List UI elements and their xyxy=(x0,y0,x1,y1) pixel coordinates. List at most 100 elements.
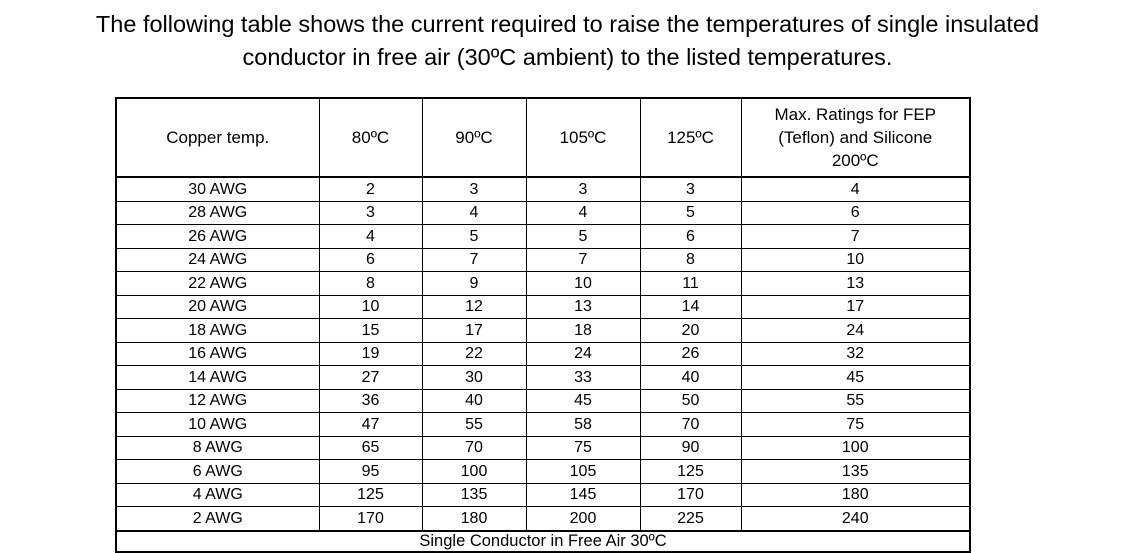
cell-wire-gauge: 18 AWG xyxy=(115,318,320,343)
table-row: 6 AWG 95 100 105 125 135 xyxy=(115,459,971,484)
cell-90c: 30 xyxy=(421,365,527,390)
cell-80c: 95 xyxy=(318,459,423,484)
cell-80c: 47 xyxy=(318,412,423,437)
table-row: 2 AWG 170 180 200 225 240 xyxy=(115,506,971,532)
cell-105c: 24 xyxy=(525,342,641,366)
cell-90c: 9 xyxy=(421,271,527,296)
cell-125c: 70 xyxy=(639,412,742,437)
cell-wire-gauge: 24 AWG xyxy=(115,248,320,272)
cell-125c: 125 xyxy=(639,459,742,484)
cell-90c: 3 xyxy=(421,177,527,202)
cell-200c: 7 xyxy=(740,224,971,249)
intro-line-1: The following table shows the current re… xyxy=(95,11,1040,37)
cell-wire-gauge: 14 AWG xyxy=(115,365,320,390)
cell-wire-gauge: 6 AWG xyxy=(115,459,320,484)
cell-wire-gauge: 22 AWG xyxy=(115,271,320,296)
table-row: 28 AWG 3 4 4 5 6 xyxy=(115,201,971,225)
intro-line-2: conductor in free air (30ºC ambient) to … xyxy=(242,44,893,70)
header-125c: 125ºC xyxy=(639,98,742,178)
cell-90c: 180 xyxy=(421,506,527,532)
cell-wire-gauge: 20 AWG xyxy=(115,295,320,319)
cell-90c: 7 xyxy=(421,248,527,272)
header-copper-temp: Copper temp. xyxy=(115,98,320,178)
header-max-ratings: Max. Ratings for FEP (Teflon) and Silico… xyxy=(740,98,971,178)
cell-125c: 3 xyxy=(639,177,742,202)
cell-wire-gauge: 8 AWG xyxy=(115,436,320,460)
footer-row: Single Conductor in Free Air 30ºC xyxy=(115,529,971,552)
table-row: 14 AWG 27 30 33 40 45 xyxy=(115,365,971,390)
cell-125c: 26 xyxy=(639,342,742,366)
cell-125c: 50 xyxy=(639,389,742,413)
cell-wire-gauge: 16 AWG xyxy=(115,342,320,366)
cell-125c: 8 xyxy=(639,248,742,272)
table-row: 24 AWG 6 7 7 8 10 xyxy=(115,248,971,272)
cell-105c: 13 xyxy=(525,295,641,319)
cell-80c: 3 xyxy=(318,201,423,225)
cell-80c: 125 xyxy=(318,483,423,507)
cell-80c: 8 xyxy=(318,271,423,296)
table-row: 16 AWG 19 22 24 26 32 xyxy=(115,342,971,366)
cell-80c: 2 xyxy=(318,177,423,202)
cell-105c: 5 xyxy=(525,224,641,249)
cell-125c: 40 xyxy=(639,365,742,390)
cell-105c: 200 xyxy=(525,506,641,532)
cell-wire-gauge: 10 AWG xyxy=(115,412,320,437)
cell-wire-gauge: 4 AWG xyxy=(115,483,320,507)
cell-125c: 11 xyxy=(639,271,742,296)
table-body: 30 AWG 2 3 3 3 4 28 AWG 3 4 4 5 6 26 AWG 4 5 5 6 7 24 AWG 6… xyxy=(115,177,971,532)
cell-200c: 240 xyxy=(740,506,971,532)
table-row: 26 AWG 4 5 5 6 7 xyxy=(115,224,971,249)
cell-200c: 100 xyxy=(740,436,971,460)
table-row: 22 AWG 8 9 10 11 13 xyxy=(115,271,971,296)
cell-200c: 135 xyxy=(740,459,971,484)
cell-105c: 105 xyxy=(525,459,641,484)
cell-125c: 170 xyxy=(639,483,742,507)
cell-80c: 4 xyxy=(318,224,423,249)
intro-text: The following table shows the current re… xyxy=(0,8,1135,74)
table-row: 20 AWG 10 12 13 14 17 xyxy=(115,295,971,319)
cell-125c: 6 xyxy=(639,224,742,249)
cell-80c: 15 xyxy=(318,318,423,343)
cell-90c: 100 xyxy=(421,459,527,484)
cell-125c: 14 xyxy=(639,295,742,319)
cell-90c: 70 xyxy=(421,436,527,460)
cell-105c: 45 xyxy=(525,389,641,413)
cell-wire-gauge: 30 AWG xyxy=(115,177,320,202)
cell-200c: 45 xyxy=(740,365,971,390)
table-row: 10 AWG 47 55 58 70 75 xyxy=(115,412,971,437)
cell-200c: 32 xyxy=(740,342,971,366)
cell-125c: 225 xyxy=(639,506,742,532)
cell-200c: 6 xyxy=(740,201,971,225)
cell-wire-gauge: 2 AWG xyxy=(115,506,320,532)
header-row: Copper temp. 80ºC 90ºC 105ºC 125ºC Max. Ratin… xyxy=(115,98,971,178)
cell-200c: 55 xyxy=(740,389,971,413)
cell-80c: 65 xyxy=(318,436,423,460)
header-105c: 105ºC xyxy=(525,98,641,178)
cell-200c: 10 xyxy=(740,248,971,272)
cell-105c: 33 xyxy=(525,365,641,390)
cell-200c: 13 xyxy=(740,271,971,296)
header-80c: 80ºC xyxy=(318,98,423,178)
table-caption: Single Conductor in Free Air 30ºC xyxy=(115,529,971,552)
cell-105c: 7 xyxy=(525,248,641,272)
cell-wire-gauge: 28 AWG xyxy=(115,201,320,225)
cell-90c: 55 xyxy=(421,412,527,437)
cell-80c: 6 xyxy=(318,248,423,272)
cell-105c: 145 xyxy=(525,483,641,507)
cell-90c: 135 xyxy=(421,483,527,507)
table-row: 12 AWG 36 40 45 50 55 xyxy=(115,389,971,413)
cell-105c: 18 xyxy=(525,318,641,343)
cell-80c: 19 xyxy=(318,342,423,366)
cell-80c: 36 xyxy=(318,389,423,413)
cell-125c: 90 xyxy=(639,436,742,460)
table-row: 18 AWG 15 17 18 20 24 xyxy=(115,318,971,343)
cell-200c: 75 xyxy=(740,412,971,437)
cell-90c: 4 xyxy=(421,201,527,225)
cell-90c: 22 xyxy=(421,342,527,366)
cell-90c: 40 xyxy=(421,389,527,413)
table-row: 8 AWG 65 70 75 90 100 xyxy=(115,436,971,460)
cell-80c: 170 xyxy=(318,506,423,532)
cell-105c: 75 xyxy=(525,436,641,460)
cell-200c: 180 xyxy=(740,483,971,507)
cell-105c: 4 xyxy=(525,201,641,225)
